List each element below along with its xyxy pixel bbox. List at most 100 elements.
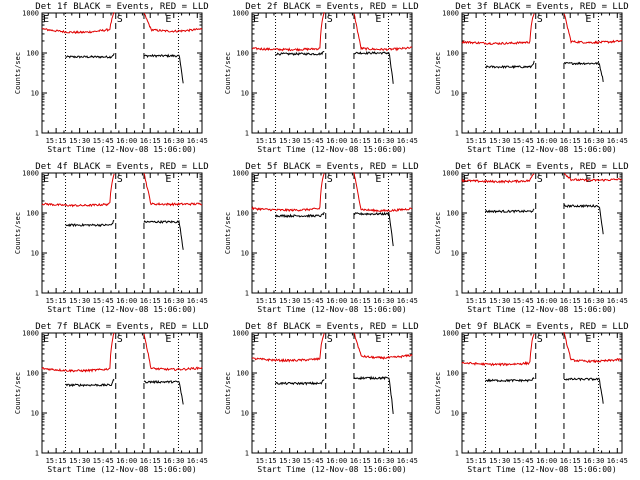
- x-tick-label: 15:45: [93, 137, 114, 145]
- x-tick-label: 15:45: [303, 297, 324, 305]
- events-series-line: [485, 208, 535, 214]
- lld-series-line: [41, 332, 115, 373]
- events-series-line: [143, 53, 184, 84]
- interval-marker: E: [463, 14, 469, 25]
- y-tick-label: 1: [245, 450, 249, 458]
- x-tick-label: 15:15: [466, 457, 487, 465]
- events-series-line: [353, 375, 394, 414]
- y-tick-label: 1: [455, 450, 459, 458]
- panel-title: Det 5f BLACK = Events, RED = LLD: [245, 162, 418, 172]
- y-tick-label: 100: [236, 50, 249, 58]
- x-tick-label: 16:15: [350, 137, 371, 145]
- y-tick-label: 1000: [442, 10, 459, 18]
- lld-series-line: [251, 12, 325, 52]
- x-tick-label: 16:00: [326, 297, 347, 305]
- x-tick-label: 16:45: [397, 297, 418, 305]
- lld-series-line: [143, 12, 203, 33]
- interval-marker: E: [43, 174, 49, 185]
- lld-series-line: [353, 172, 412, 213]
- x-tick-label: 15:15: [466, 137, 487, 145]
- x-tick-label: 16:00: [536, 137, 557, 145]
- detector-panel: Det 6f BLACK = Events, RED = LLD 1 10 100 10…: [434, 162, 629, 314]
- interval-marker: S: [117, 174, 123, 185]
- y-tick-label: 100: [446, 370, 459, 378]
- plot-frame: [251, 12, 413, 134]
- x-axis-label: Start Time (12-Nov-08 15:06:00): [467, 465, 616, 474]
- x-tick-label: 16:30: [373, 457, 394, 465]
- lld-series-line: [143, 173, 203, 207]
- x-tick-label: 15:30: [69, 297, 90, 305]
- lld-series-line: [461, 173, 535, 184]
- interval-marker: E: [375, 334, 381, 345]
- detector-panel: Det 7f BLACK = Events, RED = LLD 1 10 100 10…: [14, 322, 209, 474]
- x-tick-label: 15:15: [466, 297, 487, 305]
- x-axis-label: Start Time (12-Nov-08 15:06:00): [47, 465, 196, 474]
- lld-series-line: [251, 333, 325, 363]
- plot-frame: [251, 172, 413, 294]
- x-tick-label: 16:30: [163, 297, 184, 305]
- lld-series-line: [563, 13, 623, 45]
- x-tick-label: 15:30: [279, 457, 300, 465]
- interval-marker: E: [585, 334, 591, 345]
- x-tick-label: 15:30: [279, 297, 300, 305]
- events-series-line: [65, 53, 115, 59]
- x-axis-label: Start Time (12-Nov-08 15:06:00): [47, 145, 196, 154]
- y-tick-label: 1000: [22, 330, 39, 338]
- x-tick-label: 16:00: [326, 137, 347, 145]
- x-axis-label: Start Time (12-Nov-08 15:06:00): [467, 305, 616, 314]
- y-tick-label: 10: [451, 90, 459, 98]
- y-tick-label: 100: [26, 210, 39, 218]
- x-tick-label: 16:00: [116, 297, 137, 305]
- panel-title: Det 4f BLACK = Events, RED = LLD: [35, 162, 208, 172]
- y-tick-label: 1000: [232, 170, 249, 178]
- x-tick-label: 16:00: [536, 457, 557, 465]
- panel-title: Det 3f BLACK = Events, RED = LLD: [455, 2, 628, 12]
- detector-panel: Det 9f BLACK = Events, RED = LLD 1 10 100 10…: [434, 322, 629, 474]
- x-tick-label: 16:45: [607, 457, 628, 465]
- x-tick-label: 16:15: [560, 137, 581, 145]
- interval-marker: E: [43, 14, 49, 25]
- lld-series-line: [353, 13, 413, 52]
- x-tick-label: 16:15: [560, 457, 581, 465]
- x-axis-label: Start Time (12-Nov-08 15:06:00): [257, 145, 406, 154]
- y-tick-label: 100: [446, 210, 459, 218]
- lld-series-line: [461, 333, 535, 367]
- x-tick-label: 15:45: [93, 457, 114, 465]
- events-series-line: [65, 378, 115, 388]
- y-tick-label: 10: [31, 250, 39, 258]
- y-axis-label: Counts/sec: [434, 52, 442, 94]
- x-tick-label: 16:15: [140, 137, 161, 145]
- panel-title: Det 1f BLACK = Events, RED = LLD: [35, 2, 208, 12]
- panel-title: Det 6f BLACK = Events, RED = LLD: [455, 162, 628, 172]
- x-tick-label: 16:15: [140, 457, 161, 465]
- lld-series-line: [563, 331, 623, 364]
- x-tick-label: 15:45: [513, 297, 534, 305]
- x-tick-label: 15:30: [69, 457, 90, 465]
- y-tick-label: 100: [236, 210, 249, 218]
- detector-panel: Det 2f BLACK = Events, RED = LLD 1 10 100 10…: [224, 2, 419, 154]
- interval-marker: E: [463, 334, 469, 345]
- x-tick-label: 16:45: [187, 297, 208, 305]
- y-tick-label: 10: [241, 410, 249, 418]
- x-tick-label: 16:45: [187, 457, 208, 465]
- x-axis-label: Start Time (12-Nov-08 15:06:00): [47, 305, 196, 314]
- y-tick-label: 1000: [442, 170, 459, 178]
- y-tick-label: 1: [455, 130, 459, 138]
- x-tick-label: 16:15: [140, 297, 161, 305]
- events-series-line: [485, 377, 535, 383]
- y-tick-label: 1000: [442, 330, 459, 338]
- plot-frame: [41, 172, 203, 294]
- detector-panel: Det 1f BLACK = Events, RED = LLD 1 10 100 10…: [14, 2, 209, 154]
- interval-marker: E: [165, 174, 171, 185]
- y-axis-label: Counts/sec: [14, 372, 22, 414]
- x-tick-label: 16:30: [373, 137, 394, 145]
- x-tick-label: 16:30: [373, 297, 394, 305]
- panel-title: Det 7f BLACK = Events, RED = LLD: [35, 322, 208, 332]
- interval-marker: E: [463, 174, 469, 185]
- y-tick-label: 1: [245, 290, 249, 298]
- interval-marker: S: [537, 174, 543, 185]
- x-tick-label: 16:15: [350, 297, 371, 305]
- detector-panel: Det 3f BLACK = Events, RED = LLD 1 10 100 10…: [434, 2, 629, 154]
- y-tick-label: 1: [35, 130, 39, 138]
- interval-marker: E: [253, 334, 259, 345]
